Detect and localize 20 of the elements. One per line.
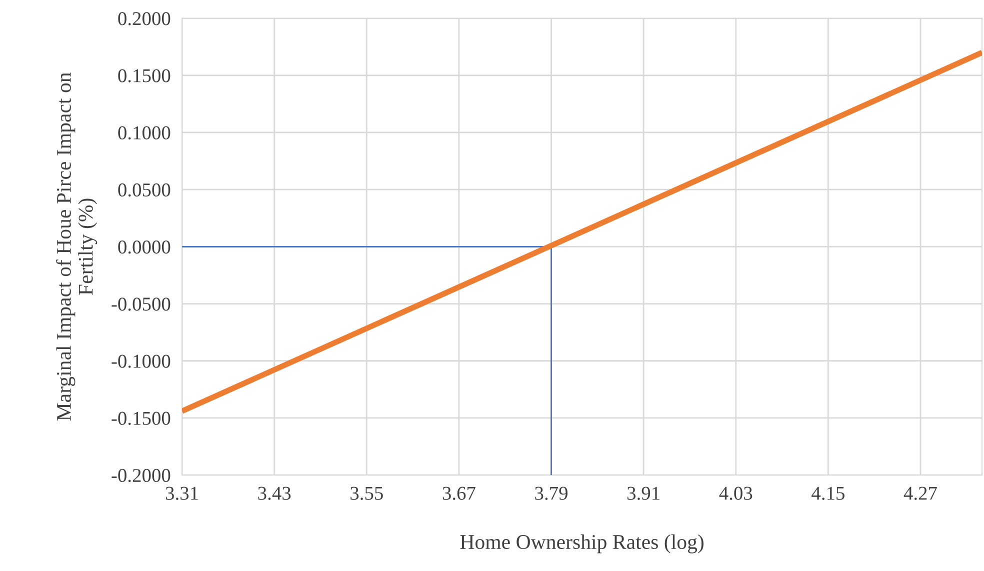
y-tick-label: -0.1000 xyxy=(112,354,170,368)
x-tick-label: 3.31 xyxy=(166,486,198,500)
y-tick-label: 0.0500 xyxy=(118,183,170,197)
y-tick-label: 0.1500 xyxy=(118,69,170,82)
y-axis-title: Marginal Impact of Houe Pirce Impact on Fertilty (%) xyxy=(56,72,98,421)
y-tick-label: 0.0000 xyxy=(118,240,170,254)
y-tick-label: 0.2000 xyxy=(118,12,170,26)
x-tick-label: 4.27 xyxy=(904,486,937,500)
y-tick-label: -0.2000 xyxy=(112,468,170,482)
x-tick-label: 3.91 xyxy=(627,486,660,500)
x-axis-title: Home Ownership Rates (log) xyxy=(460,534,704,554)
x-tick-label: 3.79 xyxy=(535,486,568,500)
y-tick-label: -0.0500 xyxy=(112,298,170,311)
y-tick-label: 0.1000 xyxy=(118,126,170,140)
x-tick-label: 4.15 xyxy=(812,486,844,500)
x-tick-label: 4.03 xyxy=(719,486,752,500)
y-tick-label: -0.1500 xyxy=(112,412,170,425)
x-tick-label: 3.67 xyxy=(442,486,476,500)
x-tick-label: 3.43 xyxy=(258,486,291,500)
x-tick-label: 3.55 xyxy=(350,486,383,500)
